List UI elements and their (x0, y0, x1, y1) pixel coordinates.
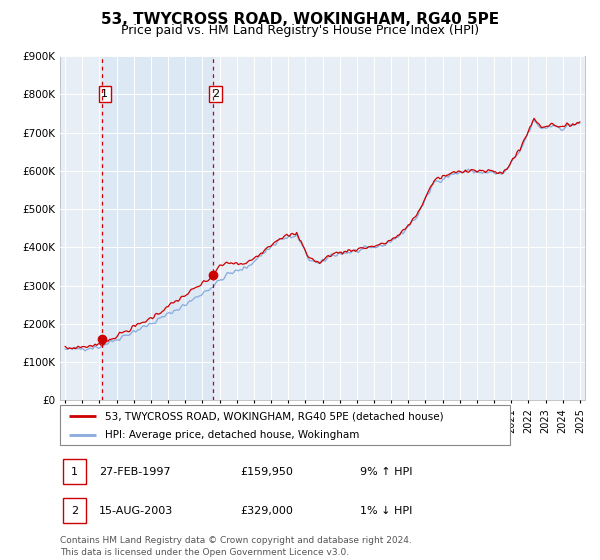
Text: 2: 2 (71, 506, 78, 516)
Text: Price paid vs. HM Land Registry's House Price Index (HPI): Price paid vs. HM Land Registry's House … (121, 24, 479, 37)
Text: 1% ↓ HPI: 1% ↓ HPI (360, 506, 412, 516)
Text: 15-AUG-2003: 15-AUG-2003 (99, 506, 173, 516)
Text: HPI: Average price, detached house, Wokingham: HPI: Average price, detached house, Woki… (105, 430, 359, 440)
Text: Contains HM Land Registry data © Crown copyright and database right 2024.
This d: Contains HM Land Registry data © Crown c… (60, 536, 412, 557)
Bar (102, 56, 213, 400)
FancyBboxPatch shape (60, 405, 510, 445)
Text: 1: 1 (71, 466, 78, 477)
Text: 2: 2 (212, 89, 219, 99)
Text: £329,000: £329,000 (240, 506, 293, 516)
Text: 27-FEB-1997: 27-FEB-1997 (99, 466, 170, 477)
Text: 53, TWYCROSS ROAD, WOKINGHAM, RG40 5PE: 53, TWYCROSS ROAD, WOKINGHAM, RG40 5PE (101, 12, 499, 27)
Text: 1: 1 (101, 89, 108, 99)
Text: £159,950: £159,950 (240, 466, 293, 477)
Text: 9% ↑ HPI: 9% ↑ HPI (360, 466, 413, 477)
Text: 53, TWYCROSS ROAD, WOKINGHAM, RG40 5PE (detached house): 53, TWYCROSS ROAD, WOKINGHAM, RG40 5PE (… (105, 411, 443, 421)
